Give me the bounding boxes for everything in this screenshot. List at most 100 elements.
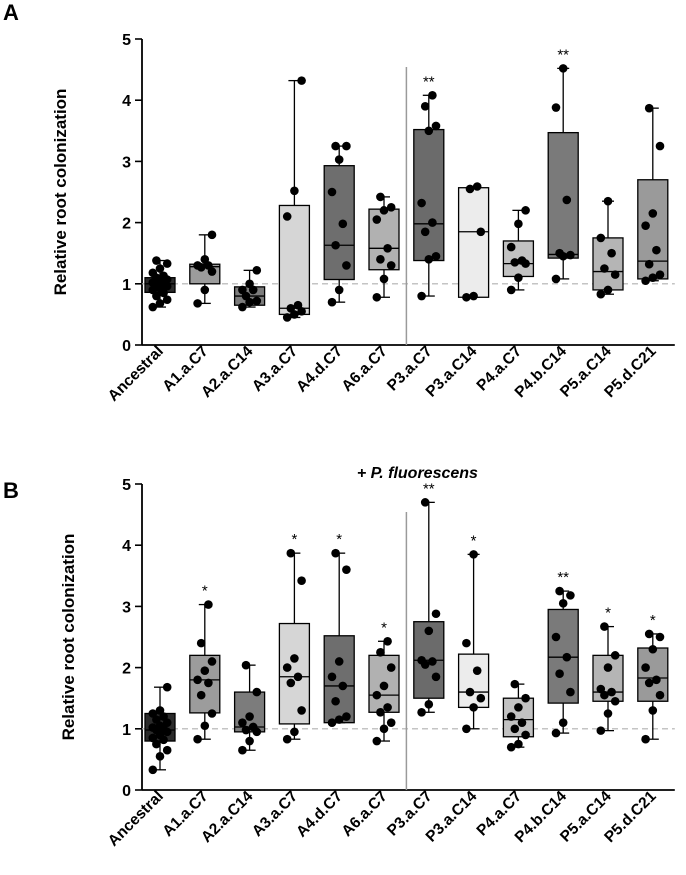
data-point (648, 273, 658, 282)
data-point (238, 285, 247, 295)
data-point (245, 736, 254, 746)
y-tick-label: 0 (122, 783, 131, 800)
data-point (386, 261, 396, 270)
data-point (424, 626, 434, 636)
box (413, 128, 445, 262)
data-point (607, 248, 616, 258)
data-point (148, 709, 158, 718)
data-point (372, 292, 382, 302)
y-tick-label: 1 (122, 277, 131, 294)
data-point (644, 629, 654, 639)
data-point (162, 259, 172, 268)
box (278, 204, 311, 316)
data-point (600, 622, 609, 631)
data-point (338, 681, 348, 691)
data-point (424, 700, 434, 709)
data-point (207, 657, 217, 666)
data-point (338, 219, 348, 229)
data-point (644, 259, 654, 269)
data-point (162, 295, 172, 305)
data-point (148, 302, 158, 312)
data-point (372, 215, 382, 224)
data-point (655, 141, 665, 151)
data-point (469, 291, 478, 301)
data-point (241, 725, 251, 735)
data-point (372, 736, 382, 746)
data-point (603, 709, 613, 718)
data-point (514, 219, 523, 229)
data-point (327, 297, 337, 307)
data-point (514, 273, 523, 282)
data-point (193, 734, 202, 744)
data-point (648, 706, 658, 715)
data-point (506, 242, 516, 252)
y-tick-label: 1 (122, 722, 131, 739)
data-point (469, 703, 478, 712)
data-point (290, 654, 299, 663)
data-point (252, 296, 262, 306)
category-label: Ancestral (105, 788, 167, 850)
data-point (424, 126, 434, 136)
significance-marker: * (202, 583, 208, 600)
data-point (282, 313, 292, 322)
data-point (655, 690, 665, 700)
data-point (207, 709, 217, 718)
panel-letter: A (3, 0, 19, 25)
data-point (372, 690, 382, 700)
data-point (551, 274, 561, 284)
y-tick-label: 4 (122, 538, 131, 555)
data-point (476, 693, 486, 703)
data-point (376, 192, 385, 202)
data-point (204, 678, 213, 688)
y-tick-label: 4 (122, 93, 131, 110)
data-point (596, 233, 606, 243)
data-point (327, 672, 337, 682)
data-point (641, 734, 650, 744)
data-point (331, 696, 340, 706)
data-point (327, 718, 337, 727)
data-point (424, 255, 434, 264)
data-point (428, 657, 437, 666)
data-point (462, 292, 471, 302)
category-label: A3.a.C7 (249, 788, 301, 840)
data-point (462, 638, 471, 648)
data-point (245, 712, 254, 721)
data-point (162, 745, 172, 755)
data-point (376, 707, 385, 717)
data-point (644, 103, 654, 113)
data-point (193, 675, 202, 685)
box (592, 237, 624, 291)
data-point (290, 186, 299, 196)
category-label: A4.d.C7 (293, 788, 346, 841)
data-point (204, 600, 213, 609)
data-point (245, 279, 254, 289)
box-group: * A3.a.C7 (249, 531, 311, 840)
data-point (342, 261, 351, 270)
data-point (431, 672, 441, 682)
data-point (610, 270, 620, 279)
data-point (551, 103, 561, 112)
data-point (196, 690, 206, 700)
data-point (334, 155, 344, 164)
data-point (506, 742, 516, 752)
data-point (428, 91, 437, 100)
data-point (648, 209, 658, 218)
data-point (641, 663, 650, 672)
panel-B: B + P. fluorescens Relative root colonizat… (3, 465, 675, 850)
data-point (596, 289, 606, 299)
box (278, 622, 311, 725)
box-group: A3.a.C7 (249, 76, 311, 395)
box (457, 187, 490, 298)
data-point (510, 679, 520, 689)
data-point (510, 258, 520, 267)
data-point (428, 218, 437, 227)
data-point (155, 706, 165, 715)
data-point (566, 687, 575, 697)
category-label: A6.a.C7 (339, 788, 391, 840)
y-axis-title: Relative root colonization (59, 534, 78, 741)
data-point (610, 696, 620, 706)
data-point (159, 271, 168, 281)
data-point (162, 682, 172, 692)
data-point (521, 206, 530, 215)
